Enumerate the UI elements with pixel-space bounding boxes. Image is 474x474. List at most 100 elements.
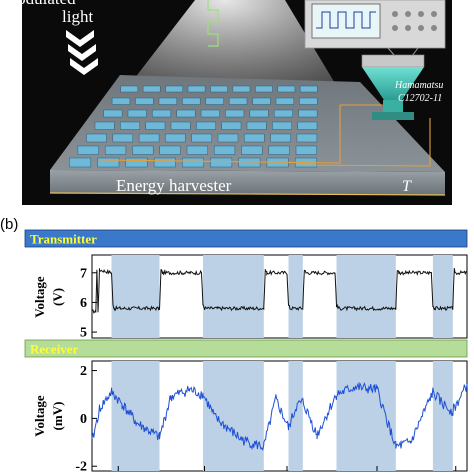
solar-cell xyxy=(158,97,178,105)
transmitter-header-bar xyxy=(24,229,468,248)
solar-cell xyxy=(186,145,208,155)
solar-cell xyxy=(255,85,273,93)
solar-cell xyxy=(244,133,265,143)
solar-cell xyxy=(232,85,251,93)
solar-cell xyxy=(97,157,120,168)
detector xyxy=(361,54,425,120)
solar-cell xyxy=(299,97,318,105)
solar-cell xyxy=(135,97,154,105)
transmitter-ylabel: Voltage xyxy=(32,276,47,318)
solar-cell xyxy=(170,121,191,130)
solar-cell xyxy=(268,145,290,155)
solar-cell xyxy=(246,121,267,130)
solar-cell xyxy=(191,133,212,143)
solar-cell xyxy=(182,97,201,105)
solar-cell xyxy=(187,85,206,93)
solar-cell xyxy=(138,133,160,143)
energy-harvester-label: Energy harvester xyxy=(116,176,232,195)
receiver-ylabel-unit: (mV) xyxy=(50,402,65,431)
wire xyxy=(99,105,341,164)
solar-cell xyxy=(217,133,239,143)
solar-cell xyxy=(295,145,317,155)
modulated-light-label: light xyxy=(62,7,93,26)
shaded-region xyxy=(111,255,160,338)
solar-cell xyxy=(120,121,140,130)
solar-cell xyxy=(225,109,245,118)
solar-cell xyxy=(103,109,123,118)
solar-cell xyxy=(296,133,318,143)
transmitter-header: Transmitter xyxy=(30,232,97,247)
shaded-region xyxy=(203,255,264,338)
y-tick-label: 5 xyxy=(80,326,87,341)
solar-cell xyxy=(196,121,216,130)
shaded-region xyxy=(111,361,160,471)
solar-cell xyxy=(176,109,196,118)
wire xyxy=(299,118,431,167)
solar-cell xyxy=(228,97,248,105)
shaded-region xyxy=(432,255,453,338)
solar-cell xyxy=(132,145,154,155)
solar-cell xyxy=(298,109,318,118)
receiver-header: Receiver xyxy=(30,342,79,357)
receiver-plot: 2 0 -2 Voltage (mV) xyxy=(32,360,468,474)
panel-b-label: (b) xyxy=(0,216,18,233)
shaded-region xyxy=(336,255,396,338)
solar-cell xyxy=(165,133,186,143)
solar-cell xyxy=(152,109,172,118)
y-tick-label: 7 xyxy=(80,266,87,281)
y-tick-label: 0 xyxy=(80,412,87,427)
receiver-trace xyxy=(91,381,468,452)
chevron-arrows xyxy=(66,30,98,75)
shaded-region xyxy=(288,255,303,338)
square-wave-icon xyxy=(207,0,219,47)
detector-label: Hamamatsu xyxy=(394,80,443,91)
detector-model-label: C12702-11 xyxy=(398,93,442,104)
temperature-symbol: T xyxy=(402,178,412,195)
solar-cell xyxy=(249,109,269,118)
panel-b: (b) Transmitter 7 6 5 Voltage (V) Receiver… xyxy=(0,216,468,474)
receiver-ylabel: Voltage xyxy=(32,395,47,437)
shaded-region xyxy=(203,361,264,471)
shaded-region xyxy=(336,361,396,471)
solar-cell xyxy=(120,85,139,93)
shaded-region xyxy=(432,361,453,471)
solar-cell xyxy=(273,109,293,118)
solar-cell xyxy=(272,121,292,130)
solar-cell xyxy=(221,121,242,130)
solar-cell xyxy=(210,85,228,93)
receiver-header-bar xyxy=(24,339,468,358)
solar-cell xyxy=(210,157,233,168)
y-tick-label: 6 xyxy=(80,296,87,311)
modulated-light-label: Modulated xyxy=(2,0,76,8)
solar-cell xyxy=(94,121,115,130)
solar-cell xyxy=(112,133,134,143)
solar-cell xyxy=(86,133,107,143)
solar-cell xyxy=(252,97,271,105)
transmitter-ylabel-unit: (V) xyxy=(50,288,65,306)
solar-cell xyxy=(104,145,127,155)
oscilloscope xyxy=(304,0,446,57)
harvester-front-face xyxy=(50,170,445,195)
solar-cell xyxy=(111,97,131,105)
solar-cell xyxy=(159,145,181,155)
shaded-region xyxy=(288,361,303,471)
solar-cell xyxy=(299,85,318,93)
solar-cell xyxy=(205,97,224,105)
solar-cell xyxy=(125,157,148,168)
solar-cell xyxy=(69,157,92,168)
solar-cell xyxy=(241,145,263,155)
solar-cell xyxy=(165,85,183,93)
solar-cell xyxy=(275,97,295,105)
transmitter-trace xyxy=(91,268,468,314)
solar-cell xyxy=(277,85,296,93)
solar-cell xyxy=(142,85,161,93)
transmitter-plot: 7 6 5 Voltage (V) xyxy=(32,254,468,341)
solar-cell xyxy=(153,157,176,168)
solar-cell xyxy=(127,109,147,118)
solar-cell xyxy=(213,145,236,155)
y-tick-label: 2 xyxy=(80,364,87,379)
solar-cell xyxy=(77,145,99,155)
solar-cell xyxy=(200,109,220,118)
solar-cell xyxy=(270,133,291,143)
